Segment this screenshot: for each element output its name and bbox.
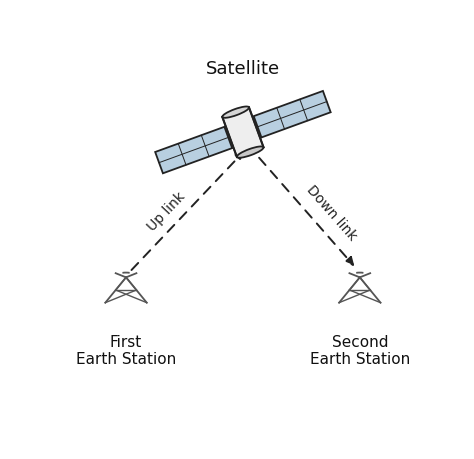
Text: Second
Earth Station: Second Earth Station <box>310 334 410 367</box>
Text: Satellite: Satellite <box>206 60 280 78</box>
Polygon shape <box>155 128 232 174</box>
Ellipse shape <box>237 147 264 158</box>
Polygon shape <box>254 92 331 138</box>
Polygon shape <box>222 108 264 157</box>
Text: Up link: Up link <box>145 189 189 233</box>
Ellipse shape <box>222 107 249 118</box>
Text: First
Earth Station: First Earth Station <box>76 334 176 367</box>
Text: Down link: Down link <box>304 182 359 243</box>
